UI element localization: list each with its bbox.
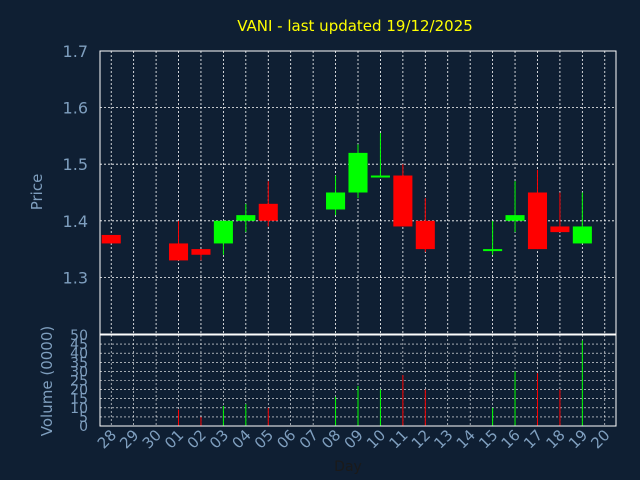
volume-tick-label: 50 [70, 328, 88, 344]
volume-plot-frame [99, 334, 617, 427]
volume-tick-label: 10 [70, 401, 88, 417]
volume-tick-label: 40 [70, 346, 88, 362]
volume-tick-label: 45 [70, 337, 88, 353]
candle-up [213, 220, 233, 244]
candle-up [348, 152, 368, 193]
candle-up [370, 175, 390, 178]
x-axis-label: Day [334, 459, 362, 475]
day-tick-label: 20 [587, 426, 613, 452]
price-plot-frame [99, 50, 617, 335]
volume-bars [178, 340, 583, 426]
price-tick-labels: 1.3 1.4 1.5 1.6 1.7 [63, 42, 88, 287]
price-tick-label: 1.6 [63, 99, 88, 118]
price-tick-label: 1.3 [63, 268, 88, 287]
volume-tick-label: 35 [70, 355, 88, 371]
candle-down [415, 220, 435, 250]
day-tick-labels: 2829300102030405060708091011121314151617… [94, 426, 614, 452]
candle-down [258, 203, 278, 221]
candle-up [326, 192, 346, 210]
candle-down [191, 249, 211, 255]
volume-tick-label: 30 [70, 364, 88, 380]
volume-tick-label: 15 [70, 392, 88, 408]
price-tick-label: 1.5 [63, 155, 88, 174]
price-tick-label: 1.7 [63, 42, 88, 61]
price-tick-label: 1.4 [63, 212, 88, 231]
volume-tick-label: 5 [79, 410, 88, 426]
candle-up [572, 226, 592, 244]
candle-down [527, 192, 548, 250]
candle-down [393, 175, 413, 227]
candle-down [550, 226, 570, 233]
candles [101, 133, 592, 261]
chart-title: VANI - last updated 19/12/2025 [237, 17, 473, 35]
candle-up [483, 249, 503, 252]
volume-tick-label: 0 [79, 419, 88, 435]
candle-up [236, 215, 256, 221]
price-axis-label: Price [28, 174, 46, 211]
candle-down [101, 234, 121, 244]
candle-down [168, 243, 189, 261]
candle-up [505, 215, 525, 221]
volume-tick-label: 25 [70, 374, 88, 390]
volume-tick-label: 20 [70, 383, 88, 399]
volume-axis-label: Volume (0000) [38, 326, 56, 436]
